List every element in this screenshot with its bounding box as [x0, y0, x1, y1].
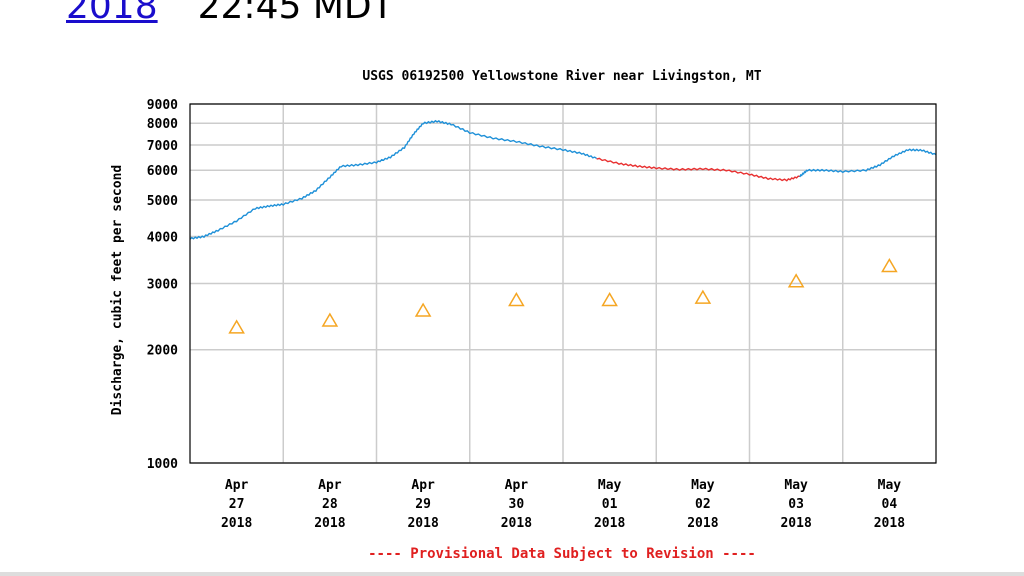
- y-tick-label: 7000: [147, 139, 178, 154]
- y-tick-label: 8000: [147, 117, 178, 132]
- plot-frame: [189, 103, 937, 464]
- x-tick-month: May: [598, 478, 622, 493]
- bottom-divider: [0, 572, 1024, 576]
- x-tick-day: 03: [788, 497, 804, 512]
- x-tick-day: 01: [602, 497, 618, 512]
- median-marker: [881, 257, 898, 273]
- median-marker: [414, 302, 432, 317]
- x-tick-month: Apr: [411, 478, 435, 493]
- median-marker: [601, 292, 618, 307]
- y-tick-label: 9000: [147, 98, 178, 113]
- timestamp: 22:45 MDT: [197, 0, 394, 27]
- median-marker: [228, 319, 245, 334]
- median-marker: [694, 289, 712, 304]
- x-tick-month: May: [691, 478, 715, 493]
- x-tick-day: 29: [415, 497, 431, 512]
- x-tick-year: 2018: [780, 516, 811, 531]
- x-tick-month: Apr: [318, 478, 342, 493]
- provisional-footnote: ---- Provisional Data Subject to Revisio…: [368, 546, 756, 562]
- x-tick-month: May: [878, 478, 902, 493]
- x-tick-year: 2018: [221, 516, 252, 531]
- x-tick-month: Apr: [225, 478, 249, 493]
- y-tick-label: 5000: [147, 194, 178, 209]
- x-tick-day: 04: [882, 497, 898, 512]
- y-axis-label: Discharge, cubic feet per second: [110, 165, 125, 415]
- x-tick-year: 2018: [687, 516, 718, 531]
- x-tick-day: 27: [229, 497, 245, 512]
- chart-title: USGS 06192500 Yellowstone River near Liv…: [362, 69, 761, 84]
- x-tick-year: 2018: [501, 516, 532, 531]
- y-tick-label: 6000: [147, 164, 178, 179]
- x-tick-day: 02: [695, 497, 711, 512]
- x-tick-day: 30: [509, 497, 525, 512]
- discharge-line: [799, 148, 937, 178]
- x-tick-month: May: [784, 478, 808, 493]
- x-tick-year: 2018: [314, 516, 345, 531]
- x-tick-year: 2018: [594, 516, 625, 531]
- y-tick-label: 3000: [147, 278, 178, 293]
- y-tick-label: 2000: [147, 344, 178, 359]
- discharge-line: [189, 119, 597, 240]
- page-header: 2018 22:45 MDT: [66, 0, 394, 27]
- x-tick-year: 2018: [407, 516, 438, 531]
- median-marker: [508, 292, 525, 307]
- discharge-line: [596, 157, 800, 182]
- y-tick-label: 1000: [147, 457, 178, 472]
- y-tick-label: 4000: [147, 230, 178, 245]
- x-tick-day: 28: [322, 497, 338, 512]
- x-tick-month: Apr: [505, 478, 529, 493]
- x-tick-year: 2018: [874, 516, 905, 531]
- median-marker: [787, 273, 805, 288]
- median-marker: [321, 312, 339, 327]
- year-link[interactable]: 2018: [66, 0, 158, 27]
